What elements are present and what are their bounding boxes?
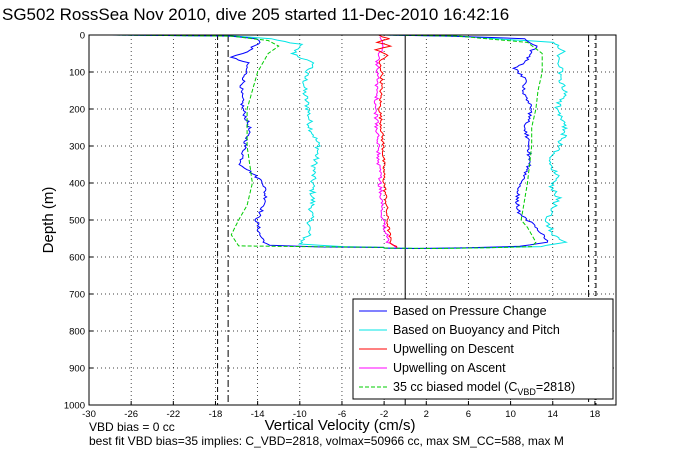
pressure-change-ascent-line: [384, 34, 549, 250]
biased-model-descent-line: [110, 34, 385, 248]
y-tick-label: 300: [69, 142, 85, 153]
legend-label: Based on Buoyancy and Pitch: [393, 323, 560, 337]
legend-label: Upwelling on Ascent: [393, 361, 506, 375]
y-tick-label: 200: [69, 105, 85, 116]
upwelling-ascent-ascent-line: [373, 36, 398, 249]
x-tick-label: 6: [466, 409, 471, 420]
buoyancy-pitch-ascent-line: [383, 34, 569, 250]
plot-frame: [88, 34, 617, 406]
y-tick-label: 900: [69, 364, 85, 375]
best-fit-note: best fit VBD bias=35 implies: C_VBD=2818…: [89, 434, 564, 448]
pressure-change-descent-line: [110, 34, 385, 248]
series-group: [110, 34, 569, 250]
y-tick-label: 800: [69, 327, 85, 338]
legend-label: Upwelling on Descent: [393, 342, 514, 356]
y-tick-label: 100: [69, 68, 85, 79]
y-tick-label: 0: [80, 31, 85, 42]
x-tick-label: 18: [590, 409, 601, 420]
x-tick-labels: -30 -26 -22 -18 -14 -10 -6 -2 2 6 10 14 18: [82, 409, 600, 420]
x-tick-label: -18: [209, 409, 223, 420]
x-tick-label: -14: [251, 409, 265, 420]
y-tick-label: 600: [69, 253, 85, 264]
y-axis-label: Depth (m): [40, 187, 57, 254]
legend-box: [352, 298, 614, 400]
x-axis-label: Vertical Velocity (cm/s): [265, 417, 416, 434]
upwelling-descent-descent-line: [373, 34, 398, 248]
x-tick-label: -26: [124, 409, 138, 420]
y-tick-label: 400: [69, 179, 85, 190]
x-tick-label: 2: [424, 409, 429, 420]
legend: Based on Pressure Change Based on Buoyanc…: [352, 298, 614, 400]
x-tick-label: -30: [82, 409, 96, 420]
vbd-bias-note: VBD bias = 0 cc: [89, 420, 175, 434]
y-tick-labels: 0 100 200 300 400 500 600 700 800 900 1000: [64, 31, 85, 412]
x-tick-label: -2: [380, 409, 388, 420]
y-tick-label: 1000: [64, 401, 85, 412]
y-tick-label: 700: [69, 290, 85, 301]
x-tick-label: -6: [338, 409, 346, 420]
chart-title: SG502 RossSea Nov 2010, dive 205 started…: [2, 5, 509, 24]
y-tick-label: 500: [69, 216, 85, 227]
biased-model-ascent-line: [384, 34, 543, 250]
x-tick-label: -10: [293, 409, 307, 420]
buoyancy-pitch-descent-line: [110, 34, 385, 248]
legend-label: Based on Pressure Change: [393, 304, 547, 318]
x-tick-label: 14: [547, 409, 558, 420]
x-tick-label: 10: [505, 409, 516, 420]
x-tick-label: -22: [166, 409, 180, 420]
